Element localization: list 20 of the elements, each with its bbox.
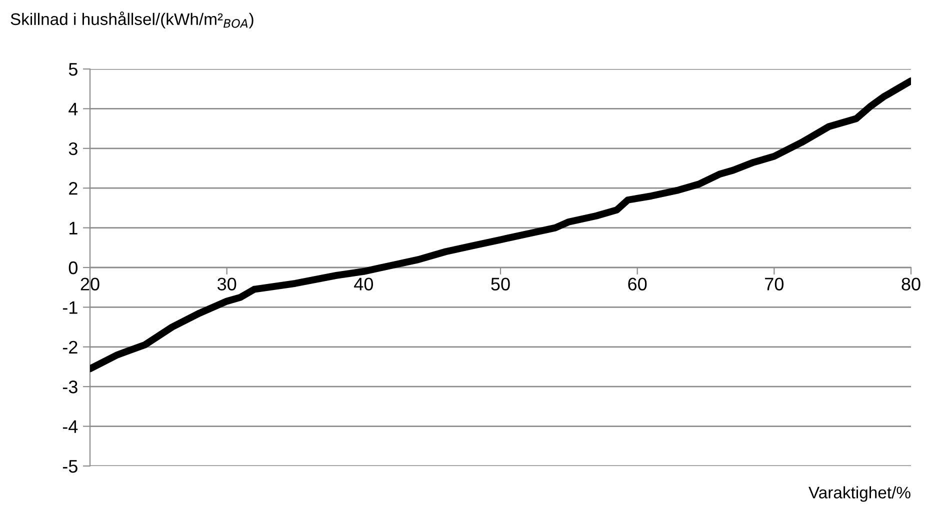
x-axis-title: Varaktighet/% — [808, 486, 910, 502]
y-tick-label: 5 — [68, 63, 78, 76]
x-tick-label: 80 — [902, 278, 920, 290]
y-tick-label: 4 — [68, 102, 78, 116]
y-tick-label: -1 — [62, 301, 78, 314]
x-tick-label: 50 — [491, 278, 510, 290]
x-tick-label: 40 — [354, 278, 374, 290]
y-tick-label: 1 — [70, 222, 78, 234]
x-tick-label: 30 — [217, 278, 236, 290]
x-tick-label: 60 — [628, 278, 647, 290]
x-tick-label: 70 — [765, 278, 784, 290]
y-tick-label: 3 — [68, 142, 78, 156]
y-tick-label: -2 — [62, 340, 78, 354]
x-tick-label: 20 — [80, 278, 100, 290]
y-tick-label: 2 — [69, 182, 78, 195]
y-tick-label: -4 — [62, 420, 78, 433]
y-axis-title: Skillnad i hushållsel/(kWh/m²$_{BOA}$) — [10, 12, 254, 28]
y-tick-label: -3 — [62, 380, 78, 394]
y-tick-label: 0 — [68, 261, 78, 274]
y-tick-label: -5 — [62, 460, 78, 473]
